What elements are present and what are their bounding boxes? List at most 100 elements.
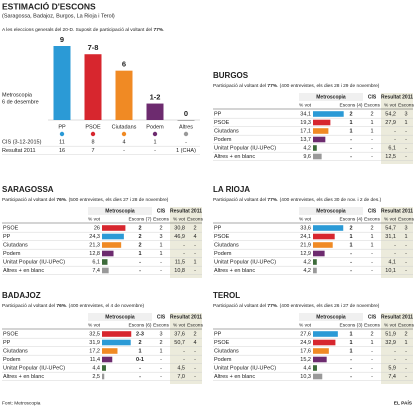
vote-bar (313, 111, 344, 117)
result-vote: 6,1 (388, 145, 396, 151)
vote: 13,7 (300, 137, 311, 143)
note-part: Participació al voltant del (2, 303, 56, 309)
result-vote: - (183, 251, 185, 257)
note-part: Participació al voltant del (213, 303, 267, 309)
cis-seats: - (160, 268, 162, 274)
party: Ciutadans (3, 242, 28, 248)
vote-bar (313, 373, 323, 380)
header: % vot (88, 216, 101, 222)
header: % vot (88, 322, 101, 328)
party: PP (214, 331, 222, 337)
seats: 1 (349, 340, 352, 346)
party: Podem (214, 251, 232, 257)
result-seats: - (194, 365, 196, 371)
vote-bar (102, 233, 124, 240)
note-part: . (400 entrevistes, els dies 30 de nov. … (277, 197, 382, 203)
header: Resultat 2011 (381, 208, 413, 214)
header: % vot (299, 102, 312, 108)
result-seats: 2 (193, 225, 196, 231)
note-part: 77% (267, 83, 277, 89)
cis-seats: 1 (159, 348, 162, 354)
vote-bar (313, 242, 333, 248)
header: Metroscopia (105, 208, 135, 214)
vote: 17,2 (89, 348, 100, 354)
cis-seats: 1 (370, 340, 373, 346)
bar (146, 103, 164, 120)
vote-bar (313, 356, 327, 363)
result-vote: 4,5 (177, 365, 185, 371)
category-label: PSOE (85, 124, 101, 130)
header: Escons (364, 216, 380, 222)
result-vote: 54,7 (385, 225, 396, 231)
province-title: BADAJOZ (2, 291, 41, 300)
note-part: 77% (267, 197, 277, 203)
header: Escons (4) (340, 102, 363, 108)
vote-bar (313, 339, 336, 346)
result-vote: 10,1 (385, 268, 396, 274)
note-part: A les eleccions generals del 20-D. Supos… (2, 27, 153, 33)
row-label: Resultat 2011 (2, 148, 36, 154)
result-vote: 7,4 (388, 374, 396, 380)
bar-label: 1-2 (150, 93, 161, 102)
province-note: Participació al voltant del 76%. (400 en… (2, 303, 145, 309)
title: ESTIMACIÓ D'ESCONS (2, 0, 96, 11)
vote-bar (102, 267, 109, 274)
result-seats: - (194, 374, 196, 380)
header: Escons (187, 322, 203, 328)
note-part: . (500 entrevistes, els dies 27 i 28 de … (66, 197, 169, 203)
result-seats: - (405, 137, 407, 143)
result-vote: 54,2 (385, 111, 396, 117)
seats: 2 (138, 225, 141, 231)
cis-seats: - (371, 154, 373, 160)
bar-label: 6 (122, 60, 126, 69)
party: Altres + en blanc (3, 268, 44, 274)
cis-seats: - (160, 374, 162, 380)
header: Escons (6) (129, 322, 152, 328)
row-label: CIS (3-12-2015) (2, 139, 42, 145)
result-seats: 4 (193, 234, 196, 240)
cis-seats: 2 (159, 340, 162, 346)
brand: EL PAÍS (394, 398, 413, 406)
bar-label: 9 (60, 35, 64, 44)
header: Escons (7) (129, 216, 152, 222)
vote: 9,6 (303, 154, 311, 160)
result-vote: - (183, 348, 185, 354)
vote-bar (102, 365, 106, 371)
header: Escons (398, 102, 414, 108)
vote-bar (313, 250, 325, 257)
header: Resultat 2011 (170, 314, 202, 320)
vote: 19,3 (300, 120, 311, 126)
header: % vot (384, 216, 397, 222)
metro-bg (299, 207, 363, 215)
row-value: - (154, 148, 156, 154)
metro-bg (299, 93, 363, 101)
bar (84, 54, 102, 120)
seats: - (350, 357, 352, 363)
party: PSOE (3, 225, 19, 231)
vote: 21,9 (300, 242, 311, 248)
seats: 2 (349, 111, 352, 117)
province-note: Participació al voltant del 77%. (400 en… (213, 83, 380, 89)
vote-bar (313, 145, 317, 151)
header: % vot (384, 102, 397, 108)
result-vote: 30,8 (174, 225, 185, 231)
result-seats: - (405, 268, 407, 274)
header: Escons (153, 322, 169, 328)
row-value: - (185, 139, 187, 145)
header: CIS (157, 208, 166, 214)
vote: 26 (94, 225, 100, 231)
vote: 24,3 (89, 234, 100, 240)
result-vote: 50,7 (174, 340, 185, 346)
vote-bar (102, 339, 131, 346)
result-seats: - (405, 251, 407, 257)
seats: 1 (349, 348, 352, 354)
cis-seats: - (160, 259, 162, 265)
category-label: Altres (179, 124, 193, 130)
seats: - (350, 365, 352, 371)
header: Escons (364, 322, 380, 328)
result-vote: - (394, 348, 396, 354)
result-vote: 4,1 (388, 259, 396, 265)
header: Resultat 2011 (381, 94, 413, 100)
result-vote: 32,9 (385, 340, 396, 346)
row-value: 16 (59, 148, 65, 154)
